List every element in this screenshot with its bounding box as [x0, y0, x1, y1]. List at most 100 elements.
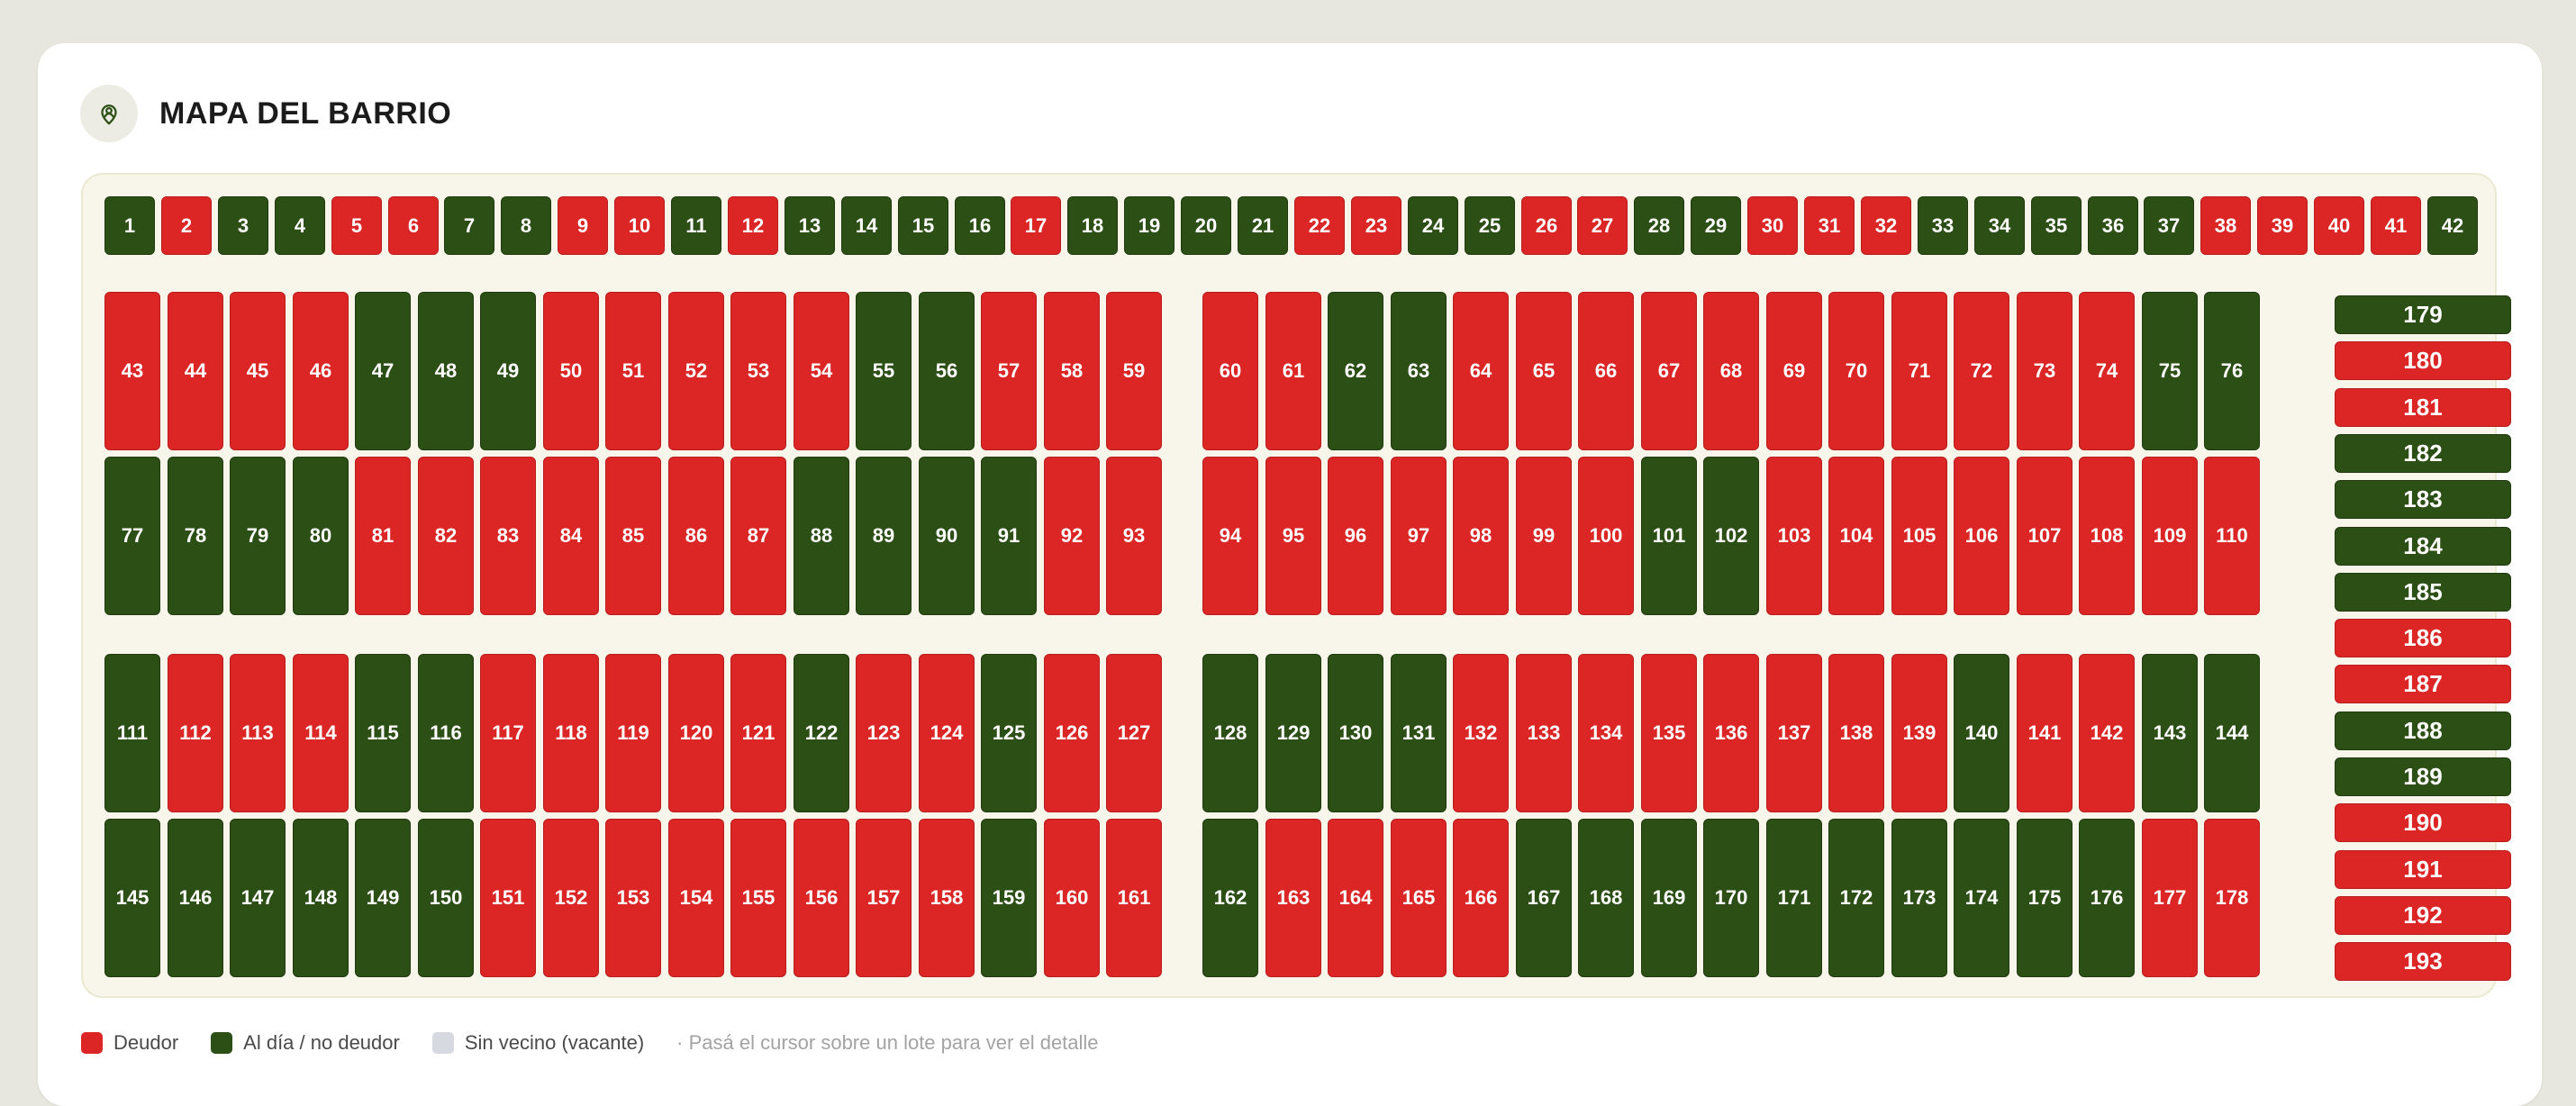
lot-55[interactable]: 55: [856, 292, 912, 450]
lot-62[interactable]: 62: [1328, 292, 1383, 450]
lot-139[interactable]: 139: [1891, 654, 1947, 812]
lot-36[interactable]: 36: [2088, 196, 2138, 255]
lot-30[interactable]: 30: [1747, 196, 1798, 255]
lot-188[interactable]: 188: [2335, 712, 2511, 750]
lot-71[interactable]: 71: [1891, 292, 1947, 450]
lot-187[interactable]: 187: [2335, 665, 2511, 703]
lot-23[interactable]: 23: [1351, 196, 1401, 255]
lot-123[interactable]: 123: [856, 654, 912, 812]
lot-100[interactable]: 100: [1578, 457, 1634, 615]
lot-73[interactable]: 73: [2017, 292, 2073, 450]
lot-111[interactable]: 111: [104, 654, 160, 812]
lot-97[interactable]: 97: [1391, 457, 1447, 615]
lot-19[interactable]: 19: [1124, 196, 1175, 255]
lot-59[interactable]: 59: [1106, 292, 1162, 450]
lot-181[interactable]: 181: [2335, 388, 2511, 427]
lot-34[interactable]: 34: [1974, 196, 2025, 255]
lot-27[interactable]: 27: [1577, 196, 1628, 255]
lot-104[interactable]: 104: [1828, 457, 1884, 615]
lot-147[interactable]: 147: [230, 819, 286, 977]
lot-122[interactable]: 122: [794, 654, 849, 812]
lot-37[interactable]: 37: [2144, 196, 2194, 255]
lot-119[interactable]: 119: [605, 654, 661, 812]
lot-43[interactable]: 43: [104, 292, 160, 450]
lot-193[interactable]: 193: [2335, 942, 2511, 981]
lot-51[interactable]: 51: [605, 292, 661, 450]
lot-154[interactable]: 154: [668, 819, 724, 977]
lot-165[interactable]: 165: [1391, 819, 1447, 977]
lot-70[interactable]: 70: [1828, 292, 1884, 450]
lot-112[interactable]: 112: [168, 654, 223, 812]
lot-64[interactable]: 64: [1453, 292, 1509, 450]
lot-184[interactable]: 184: [2335, 527, 2511, 566]
lot-125[interactable]: 125: [981, 654, 1037, 812]
lot-81[interactable]: 81: [355, 457, 411, 615]
lot-40[interactable]: 40: [2314, 196, 2364, 255]
lot-162[interactable]: 162: [1202, 819, 1258, 977]
lot-86[interactable]: 86: [668, 457, 724, 615]
lot-173[interactable]: 173: [1891, 819, 1947, 977]
lot-120[interactable]: 120: [668, 654, 724, 812]
lot-20[interactable]: 20: [1181, 196, 1231, 255]
lot-12[interactable]: 12: [728, 196, 778, 255]
lot-130[interactable]: 130: [1328, 654, 1383, 812]
lot-50[interactable]: 50: [543, 292, 599, 450]
lot-33[interactable]: 33: [1918, 196, 1968, 255]
lot-118[interactable]: 118: [543, 654, 599, 812]
lot-3[interactable]: 3: [218, 196, 268, 255]
lot-54[interactable]: 54: [794, 292, 849, 450]
lot-103[interactable]: 103: [1766, 457, 1822, 615]
lot-28[interactable]: 28: [1634, 196, 1684, 255]
lot-158[interactable]: 158: [919, 819, 975, 977]
lot-56[interactable]: 56: [919, 292, 975, 450]
lot-140[interactable]: 140: [1954, 654, 2009, 812]
lot-114[interactable]: 114: [293, 654, 349, 812]
lot-7[interactable]: 7: [444, 196, 494, 255]
lot-180[interactable]: 180: [2335, 341, 2511, 380]
lot-153[interactable]: 153: [605, 819, 661, 977]
lot-22[interactable]: 22: [1294, 196, 1345, 255]
lot-157[interactable]: 157: [856, 819, 912, 977]
lot-131[interactable]: 131: [1391, 654, 1447, 812]
lot-149[interactable]: 149: [355, 819, 411, 977]
lot-79[interactable]: 79: [230, 457, 286, 615]
lot-26[interactable]: 26: [1521, 196, 1572, 255]
lot-53[interactable]: 53: [730, 292, 786, 450]
lot-141[interactable]: 141: [2017, 654, 2073, 812]
lot-145[interactable]: 145: [104, 819, 160, 977]
lot-107[interactable]: 107: [2017, 457, 2073, 615]
lot-11[interactable]: 11: [671, 196, 721, 255]
lot-161[interactable]: 161: [1106, 819, 1162, 977]
lot-148[interactable]: 148: [293, 819, 349, 977]
lot-39[interactable]: 39: [2257, 196, 2308, 255]
lot-159[interactable]: 159: [981, 819, 1037, 977]
lot-135[interactable]: 135: [1641, 654, 1697, 812]
lot-5[interactable]: 5: [331, 196, 382, 255]
lot-61[interactable]: 61: [1265, 292, 1321, 450]
lot-136[interactable]: 136: [1703, 654, 1759, 812]
lot-92[interactable]: 92: [1044, 457, 1100, 615]
lot-179[interactable]: 179: [2335, 295, 2511, 334]
lot-105[interactable]: 105: [1891, 457, 1947, 615]
lot-138[interactable]: 138: [1828, 654, 1884, 812]
lot-88[interactable]: 88: [794, 457, 849, 615]
lot-41[interactable]: 41: [2371, 196, 2421, 255]
lot-13[interactable]: 13: [785, 196, 835, 255]
lot-160[interactable]: 160: [1044, 819, 1100, 977]
lot-87[interactable]: 87: [730, 457, 786, 615]
lot-191[interactable]: 191: [2335, 850, 2511, 889]
lot-42[interactable]: 42: [2427, 196, 2478, 255]
lot-117[interactable]: 117: [480, 654, 536, 812]
lot-4[interactable]: 4: [275, 196, 325, 255]
lot-126[interactable]: 126: [1044, 654, 1100, 812]
lot-96[interactable]: 96: [1328, 457, 1383, 615]
lot-166[interactable]: 166: [1453, 819, 1509, 977]
lot-94[interactable]: 94: [1202, 457, 1258, 615]
lot-2[interactable]: 2: [161, 196, 212, 255]
lot-83[interactable]: 83: [480, 457, 536, 615]
lot-134[interactable]: 134: [1578, 654, 1634, 812]
lot-121[interactable]: 121: [730, 654, 786, 812]
lot-185[interactable]: 185: [2335, 573, 2511, 612]
lot-171[interactable]: 171: [1766, 819, 1822, 977]
lot-60[interactable]: 60: [1202, 292, 1258, 450]
